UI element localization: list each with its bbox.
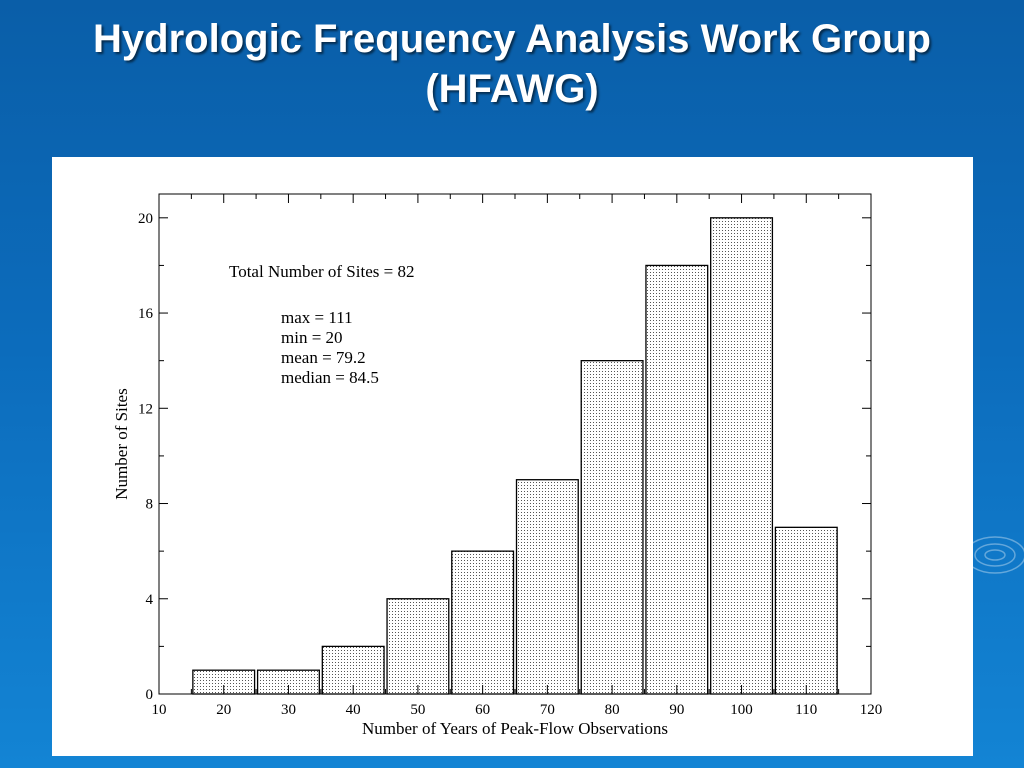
x-tick-label-120: 120 bbox=[860, 702, 883, 718]
x-tick-label-90: 90 bbox=[669, 702, 684, 718]
y-axis-label: Number of Sites bbox=[112, 388, 131, 499]
x-tick-label-110: 110 bbox=[795, 702, 817, 718]
bar-90 bbox=[645, 264, 709, 695]
histogram-chart: 10 20 30 40 50 60 70 80 90 100 110 120 0 4 8 12 16 20 Num… bbox=[112, 193, 883, 738]
bar-60 bbox=[451, 550, 515, 695]
chart-panel: 10 20 30 40 50 60 70 80 90 100 110 120 0 4 8 12 16 20 Num… bbox=[52, 157, 973, 756]
annotation-stat-mean: mean = 79.2 bbox=[281, 348, 366, 367]
x-axis-label: Number of Years of Peak-Flow Observation… bbox=[362, 719, 668, 738]
x-tick-label-50: 50 bbox=[410, 702, 425, 718]
bar-70 bbox=[515, 479, 579, 695]
annotation-total: Total Number of Sites = 82 bbox=[229, 262, 414, 281]
y-tick-label-20: 20 bbox=[138, 211, 153, 227]
ripple-decoration-icon bbox=[964, 536, 1024, 574]
bar-110 bbox=[774, 526, 838, 695]
slide-title: Hydrologic Frequency Analysis Work Group… bbox=[93, 17, 931, 111]
annotation-stat-median: median = 84.5 bbox=[281, 368, 379, 387]
y-tick-label-0: 0 bbox=[146, 687, 154, 703]
annotation-stat-max: max = 111 bbox=[281, 308, 353, 327]
bar-50 bbox=[386, 598, 450, 695]
x-tick-label-10: 10 bbox=[152, 702, 167, 718]
y-tick-label-4: 4 bbox=[146, 592, 154, 608]
x-tick-label-60: 60 bbox=[475, 702, 490, 718]
bar-80 bbox=[580, 360, 644, 695]
x-tick-label-30: 30 bbox=[281, 702, 296, 718]
y-tick-label-8: 8 bbox=[146, 497, 154, 513]
x-tick-label-100: 100 bbox=[730, 702, 753, 718]
x-tick-label-70: 70 bbox=[540, 702, 555, 718]
x-tick-label-80: 80 bbox=[605, 702, 620, 718]
y-tick-label-12: 12 bbox=[138, 401, 153, 417]
x-tick-label-20: 20 bbox=[216, 702, 231, 718]
bar-100 bbox=[710, 217, 774, 695]
y-tick-label-16: 16 bbox=[138, 306, 154, 322]
x-tick-label-40: 40 bbox=[346, 702, 361, 718]
annotation-stat-min: min = 20 bbox=[281, 328, 343, 347]
